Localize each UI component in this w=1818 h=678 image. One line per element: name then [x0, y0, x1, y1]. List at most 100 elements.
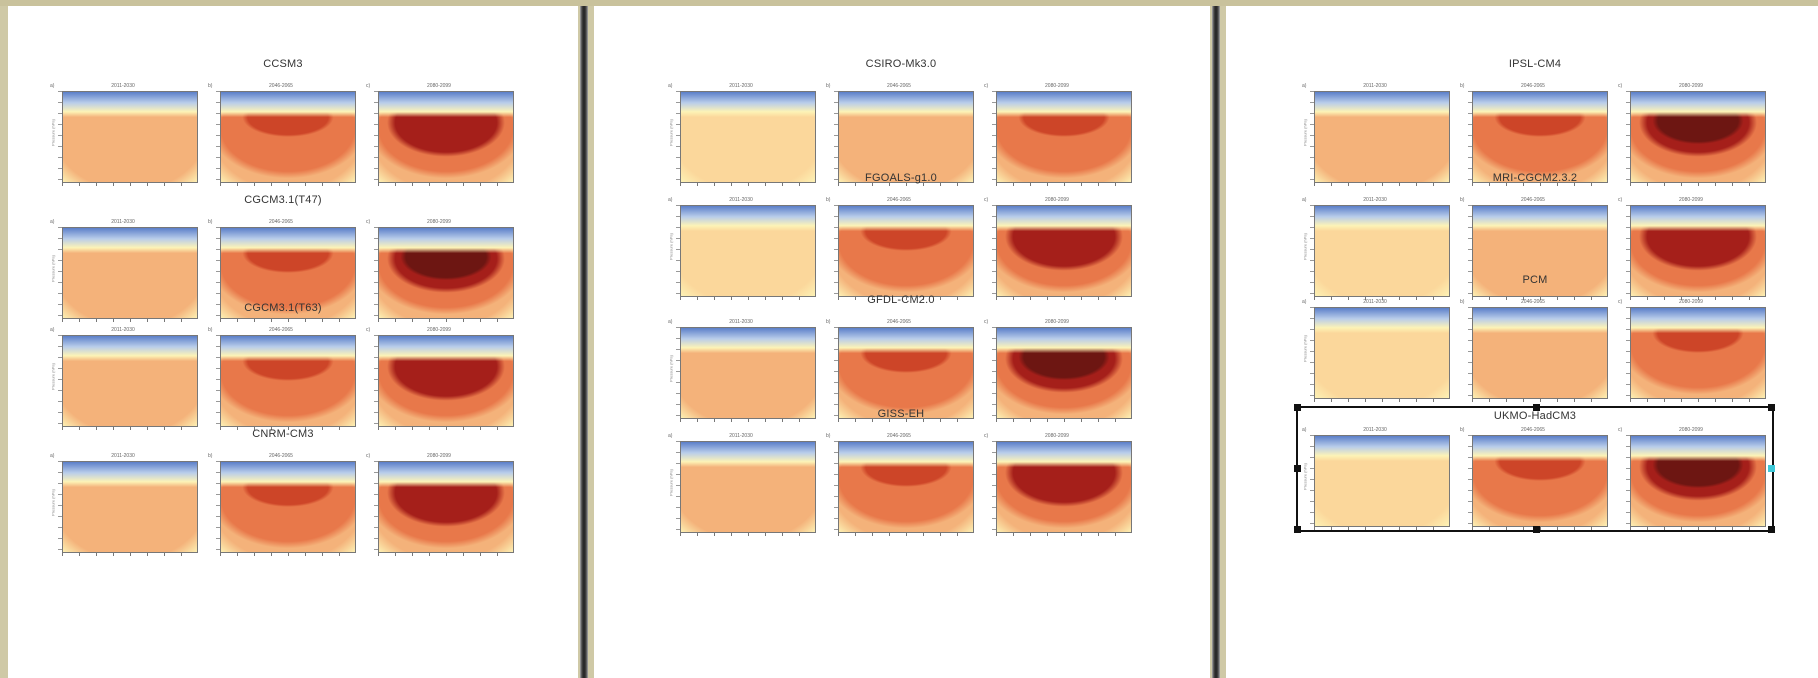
panel-label: b) 2046-2065	[206, 82, 356, 91]
contour-plot	[838, 441, 974, 533]
x-axis-ticks	[838, 418, 972, 422]
figure-panel: b) 2046-2065	[824, 196, 974, 306]
panel-letter: b)	[208, 453, 213, 459]
resize-handle-w[interactable]	[1294, 465, 1301, 472]
model-figure[interactable]: IPSL-CM4 a) 2011-2030 Pressure (hPa) b) 2046-…	[1300, 58, 1770, 196]
figure-panel: c) 2080-2099	[982, 318, 1132, 428]
y-axis-ticks	[216, 461, 220, 551]
panel-letter: b)	[826, 319, 831, 325]
panel-period: 2046-2065	[269, 219, 293, 225]
model-figure[interactable]: GISS-EH a) 2011-2030 Pressure (hPa) b) 2046-2…	[666, 408, 1136, 546]
y-axis-title: Pressure (hPa)	[50, 363, 56, 390]
panel-label: b) 2046-2065	[206, 218, 356, 227]
panel-label: c) 2080-2099	[982, 196, 1132, 205]
figure-panel: c) 2080-2099	[364, 326, 514, 436]
panel-letter: b)	[826, 197, 831, 203]
resize-handle-se[interactable]	[1768, 526, 1775, 533]
x-axis-ticks	[62, 426, 196, 430]
panel-letter: b)	[208, 219, 213, 225]
x-axis-ticks	[680, 418, 814, 422]
panel-period: 2046-2065	[269, 327, 293, 333]
contour-plot	[1314, 307, 1450, 399]
panel-letter: a)	[1302, 427, 1307, 433]
panel-period: 2080-2099	[427, 83, 451, 89]
panel-label: b) 2046-2065	[206, 326, 356, 335]
panel-period: 2011-2030	[729, 319, 753, 325]
panel-label: a) 2011-2030	[666, 318, 816, 327]
resize-handle-e[interactable]	[1768, 465, 1775, 472]
panel-period: 2046-2065	[1521, 427, 1545, 433]
figure-panel: c) 2080-2099	[982, 432, 1132, 542]
y-axis-ticks	[992, 441, 996, 531]
panel-period: 2011-2030	[729, 197, 753, 203]
y-axis-title: Pressure (hPa)	[1302, 119, 1308, 146]
model-figure[interactable]: CSIRO-Mk3.0 a) 2011-2030 Pressure (hPa) b) 20…	[666, 58, 1136, 196]
model-title: GISS-EH	[877, 408, 925, 420]
contour-plot	[220, 335, 356, 427]
contour-plot	[62, 461, 198, 553]
panel-period: 2080-2099	[1045, 319, 1069, 325]
model-figure[interactable]: FGOALS-g1.0 a) 2011-2030 Pressure (hPa) b) 20…	[666, 172, 1136, 310]
x-axis-ticks	[1630, 182, 1764, 186]
panel-period: 2011-2030	[111, 327, 135, 333]
contour-plot	[1314, 91, 1450, 183]
x-axis-ticks	[996, 182, 1130, 186]
x-axis-ticks	[378, 426, 512, 430]
resize-handle-sw[interactable]	[1294, 526, 1301, 533]
contour-plot	[996, 441, 1132, 533]
panel-label: c) 2080-2099	[364, 452, 514, 461]
page-divider	[580, 6, 588, 678]
x-axis-ticks	[1472, 398, 1606, 402]
x-axis-ticks	[1630, 398, 1764, 402]
panel-label: c) 2080-2099	[982, 318, 1132, 327]
panel-letter: b)	[826, 83, 831, 89]
y-axis-ticks	[1626, 307, 1630, 397]
y-axis-title: Pressure (hPa)	[1302, 233, 1308, 260]
model-figure[interactable]: CNRM-CM3 a) 2011-2030 Pressure (hPa) b) 2046-…	[48, 428, 518, 566]
contour-plot	[1314, 435, 1450, 527]
panel-label: b) 2046-2065	[1458, 426, 1608, 435]
panel-letter: b)	[826, 433, 831, 439]
figure-panel: b) 2046-2065	[206, 82, 356, 192]
contour-plot	[1630, 205, 1766, 297]
contour-plot	[680, 441, 816, 533]
figure-panel: a) 2011-2030 Pressure (hPa)	[1300, 196, 1450, 306]
model-title: IPSL-CM4	[1508, 58, 1562, 70]
panel-period: 2080-2099	[1045, 433, 1069, 439]
model-figure[interactable]: CGCM3.1(T47) a) 2011-2030 Pressure (hPa) b) 2…	[48, 194, 518, 332]
resize-handle-ne[interactable]	[1768, 404, 1775, 411]
y-axis-ticks	[992, 205, 996, 295]
panel-period: 2011-2030	[111, 83, 135, 89]
model-figure[interactable]: CGCM3.1(T63) a) 2011-2030 Pressure (hPa) b) 2…	[48, 302, 518, 440]
resize-handle-n[interactable]	[1533, 404, 1540, 411]
figure-panel: a) 2011-2030 Pressure (hPa)	[666, 432, 816, 542]
resize-handle-s[interactable]	[1533, 526, 1540, 533]
panel-letter: a)	[1302, 83, 1307, 89]
panel-label: a) 2011-2030	[1300, 82, 1450, 91]
x-axis-ticks	[1472, 296, 1606, 300]
model-figure[interactable]: PCM a) 2011-2030 Pressure (hPa) b) 2046-2065 c…	[1300, 274, 1770, 412]
model-figure[interactable]: CCSM3 a) 2011-2030 Pressure (hPa) b) 2046-206…	[48, 58, 518, 196]
slide-page-2[interactable]: CSIRO-Mk3.0 a) 2011-2030 Pressure (hPa) b) 20…	[594, 6, 1210, 678]
panel-letter: c)	[984, 433, 989, 439]
panel-letter: c)	[984, 319, 989, 325]
model-figure[interactable]: GFDL-CM2.0 a) 2011-2030 Pressure (hPa) b) 204…	[666, 294, 1136, 432]
model-figure[interactable]: UKMO-HadCM3 a) 2011-2030 Pressure (hPa) b) 20…	[1294, 404, 1775, 540]
panel-letter: a)	[50, 83, 55, 89]
model-figure[interactable]: MRI-CGCM2.3.2 a) 2011-2030 Pressure (hPa) b)…	[1300, 172, 1770, 310]
resize-handle-nw[interactable]	[1294, 404, 1301, 411]
panel-letter: b)	[208, 327, 213, 333]
figure-panel: a) 2011-2030 Pressure (hPa)	[48, 452, 198, 562]
y-axis-ticks	[1468, 205, 1472, 295]
panel-letter: c)	[1618, 427, 1623, 433]
slide-page-1[interactable]: CCSM3 a) 2011-2030 Pressure (hPa) b) 2046-206…	[8, 6, 578, 678]
slide-page-3[interactable]: IPSL-CM4 a) 2011-2030 Pressure (hPa) b) 2046-…	[1226, 6, 1818, 678]
panel-label: b) 2046-2065	[1458, 298, 1608, 307]
contour-plot	[378, 461, 514, 553]
y-axis-ticks	[1468, 91, 1472, 181]
x-axis-ticks	[62, 552, 196, 556]
panel-letter: b)	[1460, 427, 1465, 433]
panel-period: 2011-2030	[729, 83, 753, 89]
selection-box[interactable]	[1294, 404, 1775, 533]
figure-panel: c) 2080-2099	[364, 218, 514, 328]
